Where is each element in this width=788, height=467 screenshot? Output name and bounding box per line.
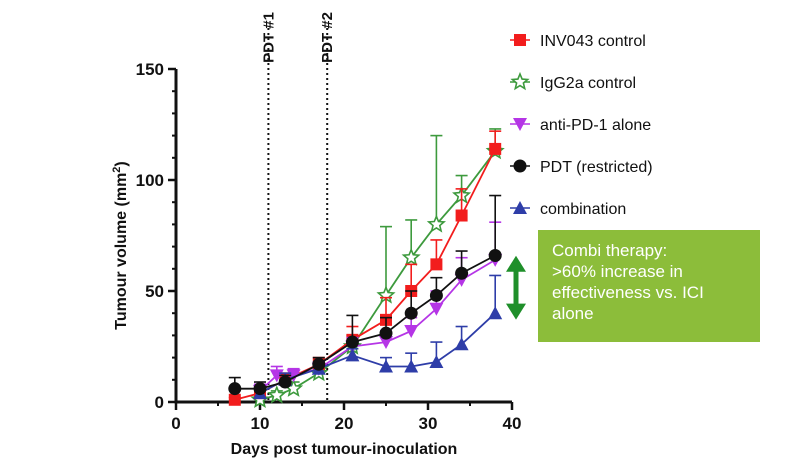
callout-line-2: >60% increase in <box>552 262 683 281</box>
legend-label: INV043 control <box>540 33 646 50</box>
callout-line-3: effectiveness vs. ICI <box>552 283 704 302</box>
data-point <box>429 288 443 302</box>
y-tick-label: 50 <box>145 282 164 301</box>
data-point <box>404 306 418 320</box>
legend-item-1: IgG2a control <box>510 71 636 92</box>
data-point <box>404 324 419 338</box>
pdt-label-2: PDT #2 <box>319 12 336 63</box>
data-point <box>426 214 446 233</box>
series-line <box>259 150 496 401</box>
legend: INV043 control IgG2a control anti-PD-1 alo… <box>510 33 653 218</box>
legend-item-4: combination <box>510 201 626 218</box>
data-point <box>429 302 444 316</box>
data-point <box>278 375 292 389</box>
data-point <box>404 359 419 373</box>
data-point <box>454 337 469 351</box>
data-point <box>455 209 468 222</box>
data-point <box>488 306 503 320</box>
data-point <box>379 326 393 340</box>
legend-item-3: PDT (restricted) <box>510 159 653 176</box>
axes: 0 50 100 150 0 10 20 30 40 Days post tumour-inocu… <box>111 60 521 458</box>
data-point <box>379 359 393 373</box>
legend-marker <box>514 34 526 46</box>
data-point <box>253 382 267 396</box>
data-point <box>430 258 443 271</box>
legend-marker <box>513 159 527 173</box>
legend-label: IgG2a control <box>540 75 636 92</box>
pdt-label-1: PDT #1 <box>260 12 277 63</box>
x-axis-label: Days post tumour-inoculation <box>231 441 458 458</box>
y-axis-label: Tumour volume (mm2) <box>111 161 130 330</box>
data-point <box>488 248 502 262</box>
data-point <box>312 357 326 371</box>
x-tick-label: 20 <box>335 414 354 433</box>
event-markers: PDT #1 PDT #2 <box>260 12 336 402</box>
data-point <box>345 348 360 362</box>
legend-item-0: INV043 control <box>510 33 646 50</box>
x-tick-label: 0 <box>171 414 180 433</box>
legend-marker <box>513 201 527 214</box>
data-point <box>401 247 421 266</box>
plot-area <box>228 128 505 409</box>
series-line <box>234 254 496 390</box>
legend-item-2: anti-PD-1 alone <box>510 117 651 134</box>
data-point <box>429 355 444 369</box>
arrow-head-top <box>506 255 526 272</box>
series-2 <box>253 221 503 398</box>
y-tick-label: 100 <box>136 171 164 190</box>
callout-line-4: alone <box>552 304 594 323</box>
x-tick-label: 30 <box>419 414 438 433</box>
arrow-head-bottom <box>506 303 526 320</box>
legend-label: PDT (restricted) <box>540 159 653 176</box>
legend-label: combination <box>540 201 626 218</box>
data-point <box>489 142 502 155</box>
callout-box: Combi therapy: >60% increase in effectiv… <box>538 230 760 342</box>
data-point <box>228 393 241 406</box>
data-point <box>228 382 242 396</box>
data-point <box>455 266 469 280</box>
data-point <box>345 335 359 349</box>
y-tick-label: 150 <box>136 60 164 79</box>
effect-arrow <box>506 255 526 320</box>
series-1 <box>250 128 505 409</box>
x-tick-label: 10 <box>251 414 270 433</box>
legend-label: anti-PD-1 alone <box>540 117 651 134</box>
legend-marker <box>510 71 530 91</box>
y-tick-label: 0 <box>155 393 164 412</box>
x-tick-label: 40 <box>503 414 522 433</box>
callout-line-1: Combi therapy: <box>552 241 668 260</box>
data-point <box>267 385 287 404</box>
series-3 <box>228 194 502 396</box>
legend-marker <box>513 118 527 131</box>
data-point <box>379 336 393 350</box>
